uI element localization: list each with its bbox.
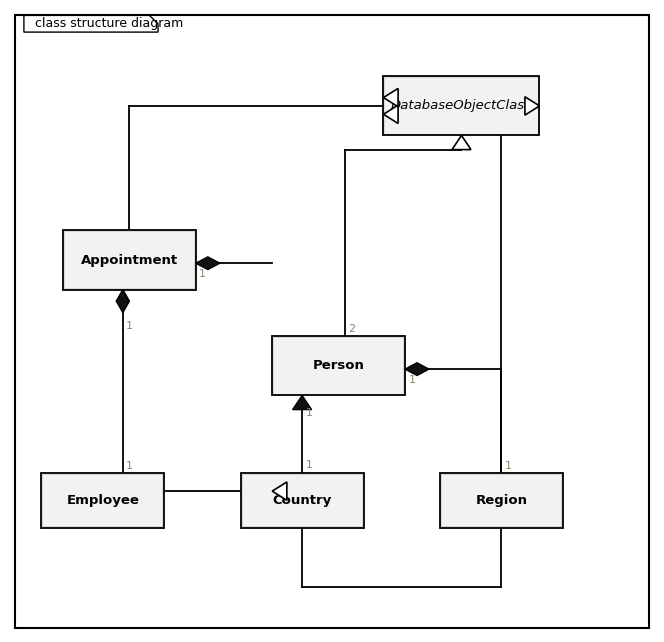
FancyBboxPatch shape xyxy=(15,15,649,628)
Polygon shape xyxy=(452,135,471,150)
FancyBboxPatch shape xyxy=(41,474,164,528)
Text: 1: 1 xyxy=(305,408,313,418)
FancyBboxPatch shape xyxy=(385,78,537,134)
Text: 1: 1 xyxy=(408,375,416,385)
Polygon shape xyxy=(24,15,158,32)
Polygon shape xyxy=(405,363,429,376)
FancyBboxPatch shape xyxy=(240,474,364,528)
FancyBboxPatch shape xyxy=(243,475,361,526)
Polygon shape xyxy=(272,482,287,500)
Text: 1: 1 xyxy=(126,321,133,331)
FancyBboxPatch shape xyxy=(440,474,562,528)
FancyBboxPatch shape xyxy=(65,232,194,288)
Polygon shape xyxy=(196,257,220,270)
Text: DatabaseObjectClass: DatabaseObjectClass xyxy=(391,100,532,112)
Polygon shape xyxy=(383,105,398,123)
Text: 1: 1 xyxy=(126,461,133,471)
FancyBboxPatch shape xyxy=(274,338,403,394)
Polygon shape xyxy=(383,89,398,107)
Text: 2: 2 xyxy=(349,324,356,334)
Text: Appointment: Appointment xyxy=(81,254,178,266)
Text: Person: Person xyxy=(313,360,365,372)
FancyBboxPatch shape xyxy=(44,475,162,526)
FancyBboxPatch shape xyxy=(383,76,539,135)
Text: 1: 1 xyxy=(505,461,512,471)
FancyBboxPatch shape xyxy=(272,336,405,395)
Text: class structure diagram: class structure diagram xyxy=(35,17,183,30)
FancyBboxPatch shape xyxy=(442,475,560,526)
FancyBboxPatch shape xyxy=(63,230,196,290)
Polygon shape xyxy=(293,395,311,410)
Polygon shape xyxy=(116,290,129,313)
Text: 1: 1 xyxy=(199,269,207,279)
Text: Region: Region xyxy=(475,494,527,507)
Text: Employee: Employee xyxy=(66,494,139,507)
Text: Country: Country xyxy=(272,494,332,507)
Text: 1: 1 xyxy=(305,460,313,470)
Polygon shape xyxy=(525,97,539,115)
